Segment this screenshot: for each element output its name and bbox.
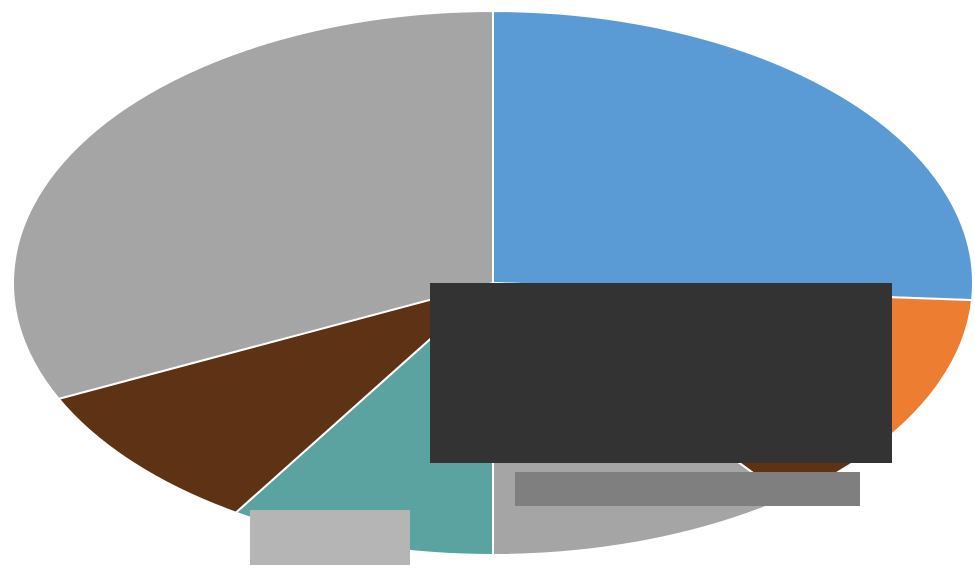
artifact-dark-block bbox=[430, 283, 892, 463]
pie-slice-1 bbox=[492, 9, 974, 302]
pie-slice-6 bbox=[56, 282, 494, 514]
pie-slice-7 bbox=[12, 9, 494, 400]
artifact-gradient-band bbox=[515, 472, 860, 506]
rendering-artifacts bbox=[250, 283, 892, 565]
artifact-light-patch bbox=[250, 510, 410, 565]
